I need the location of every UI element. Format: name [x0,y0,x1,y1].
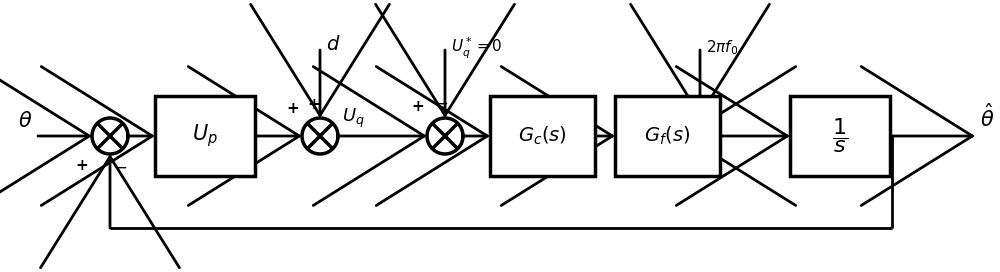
Text: $\dfrac{1}{s}$: $\dfrac{1}{s}$ [832,116,848,156]
Bar [790,96,890,176]
Bar [155,96,255,176]
Text: $U_p$: $U_p$ [192,123,218,149]
Text: +: + [666,99,679,114]
Text: $\hat{\theta}$: $\hat{\theta}$ [980,103,994,131]
Text: $U_q$: $U_q$ [342,107,365,130]
Text: +: + [75,158,88,173]
Text: $2\pi f_0$: $2\pi f_0$ [706,39,738,57]
Text: +: + [286,101,299,116]
Bar [490,96,595,176]
Text: $-$: $-$ [113,158,127,176]
Text: $U_q^* = 0$: $U_q^* = 0$ [451,35,503,61]
Text: $G_c(s)$: $G_c(s)$ [518,125,567,147]
Text: $d$: $d$ [326,36,340,54]
Text: +: + [411,99,424,114]
Text: +: + [690,97,702,112]
Text: $G_f(s)$: $G_f(s)$ [644,125,691,147]
Text: $\theta$: $\theta$ [18,111,32,131]
Bar [615,96,720,176]
Text: $-$: $-$ [434,94,448,112]
Text: +: + [308,97,320,112]
